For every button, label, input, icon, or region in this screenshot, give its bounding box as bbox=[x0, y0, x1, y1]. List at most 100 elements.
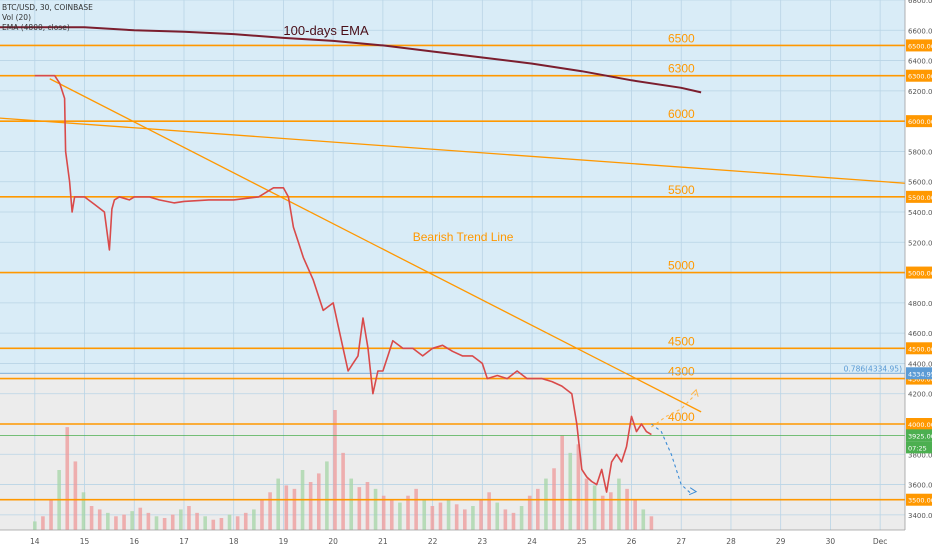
x-tick-label-8: 22 bbox=[428, 537, 438, 546]
volume-bar-2 bbox=[49, 499, 53, 530]
volume-bar-22 bbox=[211, 519, 216, 530]
trendline-1 bbox=[0, 117, 906, 184]
volume-bar-63 bbox=[544, 478, 548, 530]
volume-bar-47 bbox=[414, 488, 418, 530]
level-tag-2: 6000.00 bbox=[908, 118, 932, 126]
y-tick-label-10: 5400.00 bbox=[908, 209, 932, 217]
level-label-5: 4500 bbox=[668, 334, 695, 348]
projection-line bbox=[651, 423, 692, 495]
y-tick-label-12: 5800.00 bbox=[908, 148, 932, 156]
volume-bar-4 bbox=[65, 427, 70, 530]
volume-bar-53 bbox=[463, 509, 467, 530]
level-label-3: 5500 bbox=[668, 183, 695, 197]
x-tick-label-15: 29 bbox=[776, 537, 786, 546]
volume-bar-29 bbox=[268, 492, 272, 530]
volume-bar-21 bbox=[203, 516, 207, 530]
level-label-2: 6000 bbox=[668, 107, 695, 121]
level-label-0: 6500 bbox=[668, 31, 695, 45]
price-line bbox=[34, 74, 652, 493]
x-axis-background bbox=[0, 530, 932, 550]
y-tick-label-0: 3400.00 bbox=[908, 512, 932, 520]
volume-bar-40 bbox=[357, 487, 362, 530]
x-tick-label-16: 30 bbox=[826, 537, 836, 546]
volume-bar-57 bbox=[495, 502, 500, 530]
level-label-4: 5000 bbox=[668, 259, 695, 273]
level-tag-0: 6500.00 bbox=[908, 42, 932, 50]
volume-bar-28 bbox=[260, 499, 264, 530]
volume-bar-66 bbox=[568, 452, 573, 530]
x-tick-label-1: 15 bbox=[80, 537, 90, 546]
volume-bar-67 bbox=[576, 444, 581, 530]
volume-bar-38 bbox=[341, 452, 345, 530]
ema-indicator-label[interactable]: EMA (4800, close) bbox=[2, 23, 70, 32]
level-tag-5-bg bbox=[906, 342, 932, 355]
volume-bar-23 bbox=[219, 518, 224, 530]
level-tag-5: 4500.00 bbox=[908, 345, 932, 353]
volume-bar-65 bbox=[560, 435, 564, 530]
volume-bar-10 bbox=[114, 516, 118, 530]
level-tag-7-bg bbox=[906, 418, 932, 430]
y-tick-label-15: 6400.00 bbox=[908, 58, 932, 66]
volume-bar-35 bbox=[316, 473, 321, 530]
plot-background-lower bbox=[0, 373, 905, 530]
countdown-tag: 07:25 bbox=[908, 444, 927, 452]
level-tag-1: 6300.00 bbox=[908, 73, 932, 81]
x-tick-label-14: 28 bbox=[726, 537, 736, 546]
x-tick-label-17: Dec bbox=[873, 537, 888, 546]
volume-bar-25 bbox=[235, 516, 240, 530]
level-tag-3: 5500.00 bbox=[908, 194, 932, 202]
y-tick-label-17: 6800.00 bbox=[908, 0, 932, 5]
volume-bar-75 bbox=[641, 509, 646, 530]
symbol-title: BTC/USD, 30, COINBASE bbox=[2, 3, 93, 12]
y-tick-label-2: 3800.00 bbox=[908, 451, 932, 459]
volume-bar-58 bbox=[503, 509, 508, 530]
y-tick-label-9: 5200.00 bbox=[908, 239, 932, 247]
level-label-7: 4000 bbox=[668, 410, 695, 424]
volume-bar-32 bbox=[292, 488, 297, 530]
ema-line bbox=[0, 26, 702, 94]
x-tick-label-10: 24 bbox=[527, 537, 537, 546]
x-tick-label-2: 16 bbox=[129, 537, 139, 546]
volume-bar-34 bbox=[308, 482, 313, 530]
volume-bar-14 bbox=[146, 512, 151, 530]
level-label-1: 6300 bbox=[668, 62, 695, 76]
annotation-1: Bearish Trend Line bbox=[413, 230, 514, 244]
y-tick-label-5: 4400.00 bbox=[908, 360, 932, 368]
level-tag-3-bg bbox=[906, 190, 932, 203]
volume-bar-24 bbox=[227, 514, 232, 530]
volume-bar-70 bbox=[600, 495, 605, 530]
volume-bar-72 bbox=[617, 478, 621, 530]
volume-bar-27 bbox=[252, 509, 256, 530]
alternative-arrow bbox=[690, 388, 699, 397]
countdown-tag-bg bbox=[906, 441, 932, 454]
volume-bar-1 bbox=[41, 516, 45, 530]
volume-bar-48 bbox=[422, 499, 427, 530]
volume-bar-31 bbox=[284, 485, 289, 530]
y-tick-label-14: 6200.00 bbox=[908, 88, 932, 96]
volume-bar-13 bbox=[138, 507, 143, 530]
volume-bar-45 bbox=[398, 502, 402, 530]
x-tick-label-12: 26 bbox=[627, 537, 637, 546]
current-price-tag: 3925.00 bbox=[908, 432, 932, 440]
y-tick-label-6: 4600.00 bbox=[908, 330, 932, 338]
level-tag-8: 3500.00 bbox=[908, 497, 932, 505]
level-label-6: 4300 bbox=[668, 365, 695, 379]
volume-bar-6 bbox=[81, 492, 86, 530]
annotation-0: 100-days EMA bbox=[283, 23, 369, 38]
level-tag-8-bg bbox=[906, 493, 932, 506]
volume-bar-0 bbox=[33, 521, 37, 530]
level-tag-4-bg bbox=[906, 266, 932, 279]
volume-bar-42 bbox=[373, 488, 378, 530]
level-tag-6: 4300.00 bbox=[908, 376, 932, 384]
volume-bar-56 bbox=[487, 492, 491, 530]
volume-bar-26 bbox=[243, 512, 248, 530]
fib-tag: 4334.95 bbox=[908, 370, 932, 378]
volume-indicator-label[interactable]: Vol (20) bbox=[2, 13, 32, 22]
level-tag-7: 4000.00 bbox=[908, 421, 932, 429]
volume-bar-19 bbox=[187, 506, 191, 530]
y-tick-label-1: 3600.00 bbox=[908, 482, 932, 490]
alternative-line bbox=[651, 393, 697, 428]
volume-bar-11 bbox=[122, 514, 126, 530]
